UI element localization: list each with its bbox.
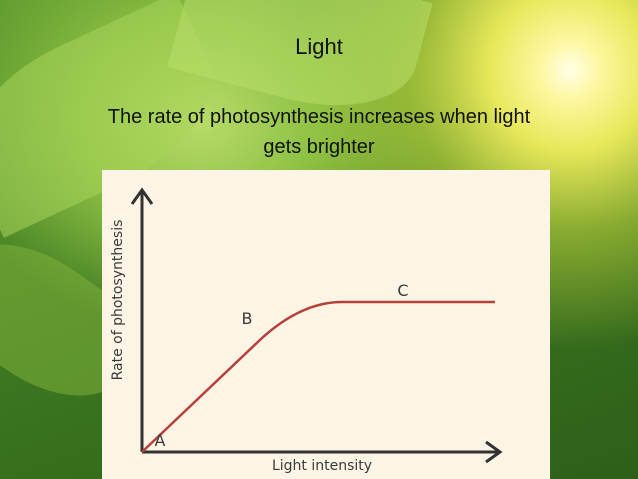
point-label: B [242,309,253,328]
diagram: Rate of photosynthesis Light intensity A… [102,170,550,479]
axis-arrow [130,187,154,205]
body-text: The rate of photosynthesis increases whe… [107,106,531,128]
y-axis-label: Rate of photosynthesis [110,220,126,381]
point-label: A [155,431,166,450]
diagram-background [102,170,550,479]
x-axis-label: Light intensity [272,458,372,474]
axis-arrow [485,440,503,464]
point-label: C [397,281,408,300]
body-text: gets brighter [263,136,375,158]
rate-curve [141,300,495,453]
slide-title: Light [295,34,343,59]
